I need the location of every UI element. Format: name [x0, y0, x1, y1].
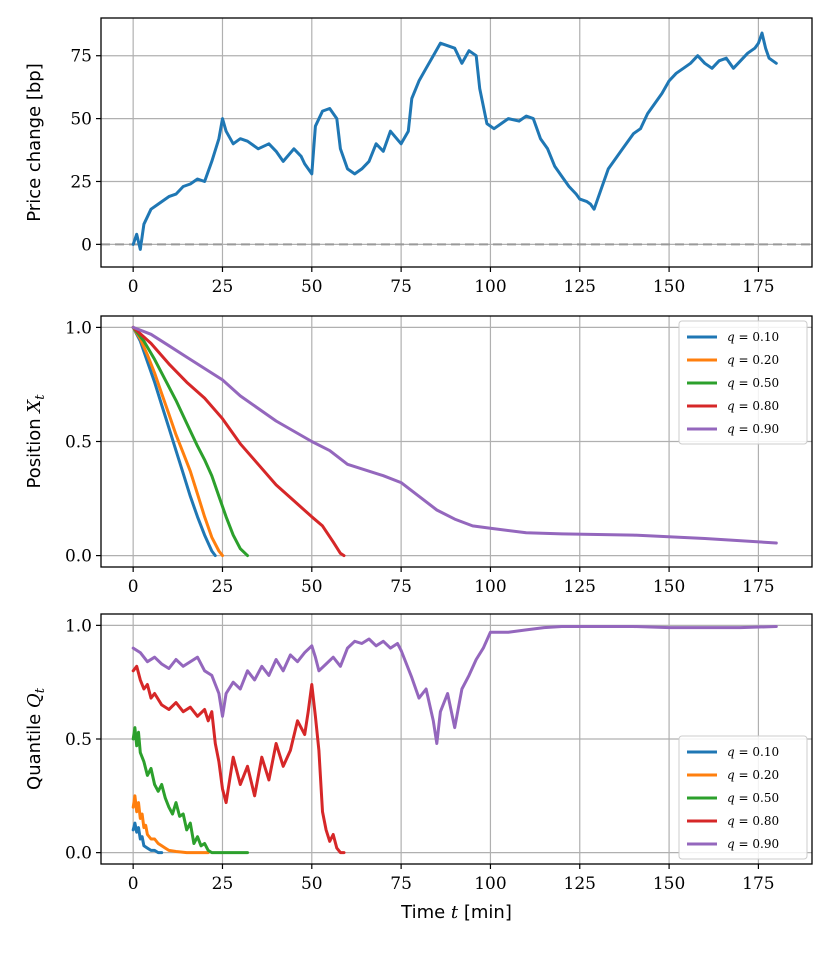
series-line-q-0-10 [131, 821, 164, 855]
legend-entry-label: q = 0.10 [727, 745, 779, 759]
x-tick-label: 75 [390, 577, 412, 597]
legend-entry-label: q = 0.90 [727, 422, 779, 436]
y-tick-label: 0.5 [65, 730, 92, 750]
legend-entry-label: q = 0.10 [727, 330, 779, 344]
x-tick-label: 0 [128, 277, 139, 297]
x-tick-label: 125 [564, 577, 596, 597]
x-tick-label: 175 [742, 577, 774, 597]
series-line-price [131, 31, 778, 251]
y-tick-label: 0 [81, 235, 92, 255]
x-tick-label: 75 [390, 874, 412, 894]
x-tick-label: 75 [390, 277, 412, 297]
y-tick-label: 50 [70, 110, 92, 130]
x-tick-label: 25 [212, 874, 234, 894]
x-tick-label: 150 [653, 277, 685, 297]
axes-frame [100, 17, 813, 268]
series-line-q-0-50 [131, 325, 249, 558]
quantile-panel: 0 25 50 75 100 125 150 175 0.0 0.5 1.0 Quantile Qt T… [24, 613, 813, 923]
legend: q = 0.10 q = 0.20 q = 0.50 q = 0.80 q = 0.90 [678, 320, 808, 445]
series-line-q-0-50 [131, 726, 249, 855]
y-axis-label: Price change [bp] [24, 63, 45, 222]
price-change-panel: 0 25 50 75 100 125 150 175 0 25 50 75 Price change [… [24, 17, 813, 297]
legend-box [678, 320, 808, 445]
x-tick-label: 25 [212, 577, 234, 597]
x-tick-label: 100 [474, 874, 506, 894]
series-line-q-0-80 [131, 664, 346, 855]
x-tick-label: 100 [474, 277, 506, 297]
x-axis-label: Time t [min] [400, 902, 512, 923]
legend-entry-label: q = 0.80 [727, 399, 779, 413]
y-axis-label: Position Xt [24, 394, 48, 489]
legend-entry-label: q = 0.80 [727, 814, 779, 828]
x-tick-label: 25 [212, 277, 234, 297]
legend-entry-label: q = 0.50 [727, 791, 779, 805]
x-tick-label: 175 [742, 874, 774, 894]
x-tick-label: 0 [128, 874, 139, 894]
x-tick-label: 150 [653, 874, 685, 894]
series-line-q-0-90 [131, 325, 778, 545]
y-tick-label: 0.0 [65, 844, 92, 864]
x-tick-label: 175 [742, 277, 774, 297]
series-line-q-0-80 [131, 325, 346, 558]
series-line-q-0-10 [131, 325, 217, 558]
y-tick-label: 1.0 [65, 318, 92, 338]
legend-entry-label: q = 0.50 [727, 376, 779, 390]
x-tick-label: 125 [564, 277, 596, 297]
y-tick-label: 1.0 [65, 616, 92, 636]
y-tick-label: 25 [70, 172, 92, 192]
legend: q = 0.10 q = 0.20 q = 0.50 q = 0.80 q = 0.90 [678, 735, 808, 860]
y-axis-label: Quantile Qt [24, 687, 48, 790]
legend-entry-label: q = 0.20 [727, 768, 779, 782]
legend-box [678, 735, 808, 860]
y-tick-label: 75 [70, 47, 92, 67]
x-tick-label: 50 [301, 577, 323, 597]
position-panel: 0 25 50 75 100 125 150 175 0.0 0.5 1.0 Position Xt q… [24, 315, 813, 597]
series-line-q-0-20 [131, 325, 224, 558]
y-tick-label: 0.0 [65, 547, 92, 567]
x-tick-label: 50 [301, 874, 323, 894]
x-tick-label: 150 [653, 577, 685, 597]
x-tick-label: 50 [301, 277, 323, 297]
x-tick-label: 0 [128, 577, 139, 597]
x-tick-label: 125 [564, 874, 596, 894]
series-line-q-0-90 [131, 625, 778, 745]
legend-entry-label: q = 0.20 [727, 353, 779, 367]
y-tick-label: 0.5 [65, 433, 92, 453]
x-tick-label: 100 [474, 577, 506, 597]
legend-entry-label: q = 0.90 [727, 837, 779, 851]
series-line-q-0-20 [131, 794, 210, 855]
